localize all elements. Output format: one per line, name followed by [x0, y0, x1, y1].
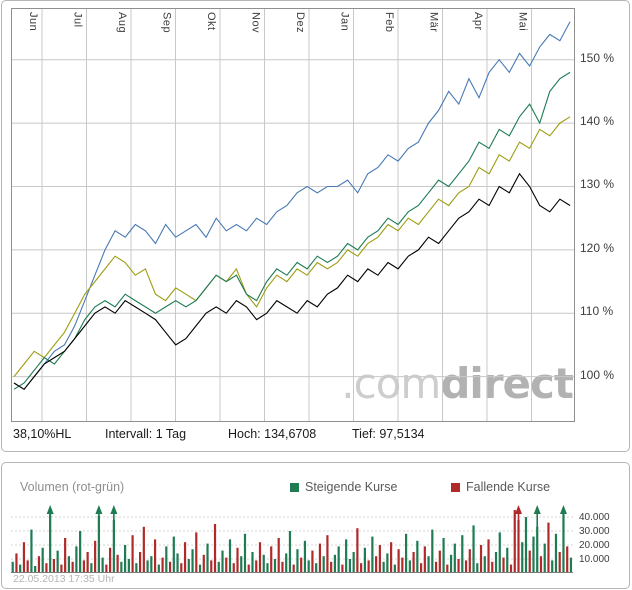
- month-label: Nov: [249, 12, 262, 34]
- watermark-direct: direct: [440, 359, 574, 408]
- month-label: Aug: [116, 12, 128, 34]
- series-black: [13, 172, 571, 391]
- month-label: Jan: [338, 12, 351, 32]
- month-label: Jun: [27, 12, 39, 32]
- percent-axis-label: 150 %: [580, 50, 615, 65]
- series-blue: [13, 21, 571, 391]
- month-label: Feb: [383, 12, 395, 33]
- signal-arrow-icon: [110, 505, 118, 514]
- signal-arrow-icon: [559, 505, 567, 514]
- price-series-svg: [12, 9, 574, 421]
- timestamp: 22.05.2013 17:35 Uhr: [13, 573, 115, 585]
- series-olive: [13, 116, 571, 377]
- legend-falling-label: Fallende Kurse: [466, 480, 551, 494]
- volume-axis-label: 20.000: [579, 540, 610, 551]
- percent-axis-label: 140 %: [580, 114, 615, 129]
- month-label: Mär: [427, 12, 440, 33]
- month-label: Apr: [472, 12, 484, 31]
- signal-arrow-icon: [515, 505, 522, 514]
- percent-axis-label: 130 %: [580, 177, 615, 192]
- volume-axis-label: 40.000: [579, 512, 610, 523]
- volume-axis-label: 10.000: [579, 554, 610, 565]
- month-label: Jul: [71, 12, 84, 28]
- month-label: Sep: [160, 12, 173, 34]
- volume-title: Volumen (rot-grün): [20, 480, 125, 494]
- price-plot-area: .comdirect Jun Jul Aug Sep Okt Nov Dez Jan Feb Mä…: [11, 8, 575, 422]
- percent-axis-label: 120 %: [580, 240, 615, 255]
- signal-arrow-icon: [95, 505, 103, 514]
- signal-arrow-icon: [46, 505, 54, 514]
- legend-rising-label: Steigende Kurse: [305, 480, 398, 494]
- month-label: Okt: [205, 12, 217, 31]
- month-label: Mai: [516, 12, 529, 32]
- series-green: [13, 71, 571, 390]
- legend-rising: Steigende Kurse: [290, 480, 397, 494]
- falling-swatch-icon: [451, 482, 460, 492]
- stats-row: 38,10%HL Intervall: 1 Tag Hoch: 134,6708…: [2, 427, 629, 445]
- stat-low: Tief: 97,5134: [352, 427, 425, 441]
- volume-panel: Volumen (rot-grün) Steigende Kurse Falle…: [1, 462, 630, 589]
- percent-axis-label: 110 %: [580, 304, 614, 319]
- volume-axis-label: 30.000: [579, 526, 610, 537]
- comdirect-watermark: .comdirect: [341, 363, 574, 405]
- stat-interval: Intervall: 1 Tag: [105, 427, 187, 441]
- signal-arrow-icon: [533, 505, 541, 514]
- legend-falling: Fallende Kurse: [451, 480, 550, 494]
- month-label: Dez: [294, 12, 306, 34]
- volume-plot-area: [11, 501, 573, 573]
- rising-swatch-icon: [290, 482, 299, 492]
- percent-axis-label: 100 %: [580, 367, 615, 382]
- stat-high: Hoch: 134,6708: [228, 427, 317, 441]
- watermark-com: .com: [341, 359, 441, 408]
- price-chart-panel: .comdirect Jun Jul Aug Sep Okt Nov Dez Jan Feb Mä…: [1, 0, 630, 452]
- volume-bars-svg: [11, 505, 573, 573]
- stat-hl: 38,10%HL: [13, 427, 72, 441]
